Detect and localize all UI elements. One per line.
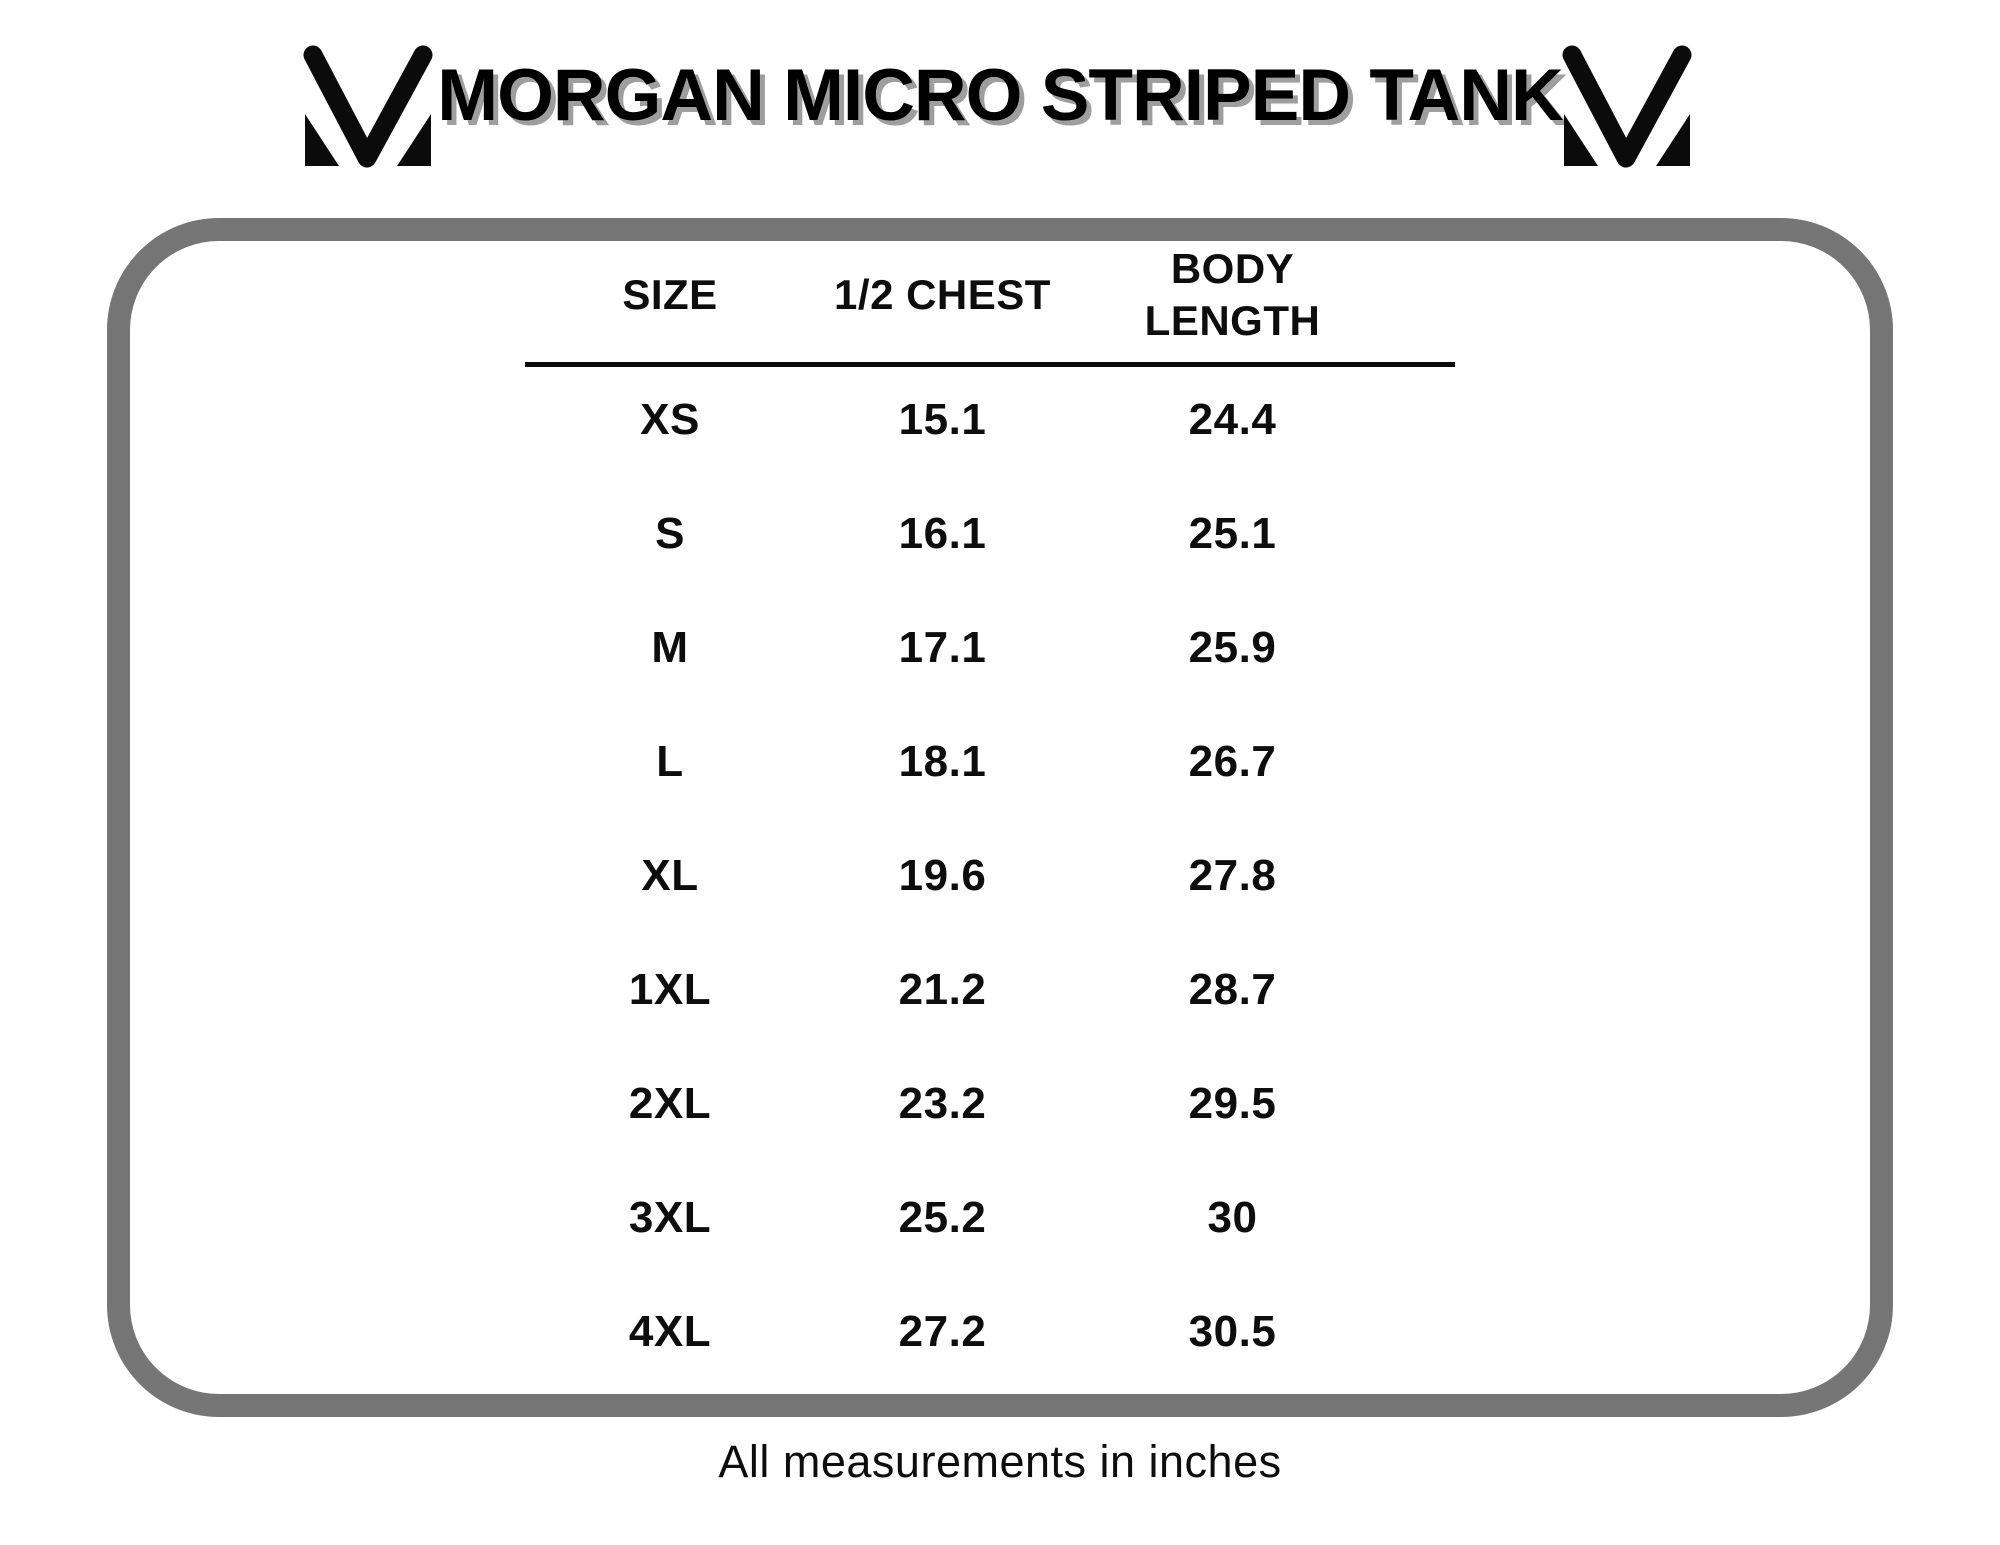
body-length-cell: 29.5	[1188, 1079, 1277, 1128]
header-divider-line	[525, 362, 1455, 367]
table-row: 1XL 21.2 28.7	[525, 933, 1395, 1047]
body-length-cell: 30	[1207, 1193, 1258, 1242]
body-length-cell: 26.7	[1188, 737, 1277, 786]
half-chest-cell: 23.2	[898, 1079, 987, 1128]
half-chest-cell: 15.1	[898, 395, 987, 444]
size-chart-body: XS 15.1 24.4 S 16.1 25.1 M 17.1 25.9 L 1…	[525, 363, 1395, 1389]
table-row: 2XL 23.2 29.5	[525, 1047, 1395, 1161]
body-length-cell: 27.8	[1188, 851, 1277, 900]
table-row: 4XL 27.2 30.5	[525, 1275, 1395, 1389]
column-header-body-length: BODY LENGTH	[1144, 244, 1321, 345]
table-row: M 17.1 25.9	[525, 591, 1395, 705]
size-cell: 3XL	[628, 1193, 712, 1242]
brand-monogram-icon	[303, 45, 433, 170]
body-length-cell: 25.9	[1188, 623, 1277, 672]
size-cell: L	[656, 737, 684, 786]
table-row: 3XL 25.2 30	[525, 1161, 1395, 1275]
measurements-note: All measurements in inches	[718, 1436, 1282, 1487]
half-chest-cell: 21.2	[898, 965, 987, 1014]
table-row: L 18.1 26.7	[525, 705, 1395, 819]
body-length-cell: 28.7	[1188, 965, 1277, 1014]
size-chart-panel	[107, 218, 1893, 1417]
size-cell: M	[651, 623, 689, 672]
half-chest-cell: 18.1	[898, 737, 987, 786]
size-cell: 2XL	[628, 1079, 712, 1128]
size-chart-header-row: SIZE 1/2 CHEST BODY LENGTH	[525, 232, 1395, 358]
table-row: S 16.1 25.1	[525, 477, 1395, 591]
table-row: XL 19.6 27.8	[525, 819, 1395, 933]
column-header-size: SIZE	[622, 270, 718, 318]
size-cell: S	[655, 509, 685, 558]
body-length-cell: 30.5	[1188, 1307, 1277, 1356]
body-length-cell: 24.4	[1188, 395, 1277, 444]
half-chest-cell: 19.6	[898, 851, 987, 900]
page-title: MORGAN MICRO STRIPED TANK	[437, 55, 1563, 136]
size-cell: 1XL	[628, 965, 712, 1014]
size-cell: XL	[641, 851, 699, 900]
brand-monogram-icon	[1562, 45, 1692, 170]
size-cell: XS	[640, 395, 700, 444]
half-chest-cell: 16.1	[898, 509, 987, 558]
column-header-half-chest: 1/2 CHEST	[834, 270, 1051, 318]
half-chest-cell: 27.2	[898, 1307, 987, 1356]
size-cell: 4XL	[628, 1307, 712, 1356]
table-row: XS 15.1 24.4	[525, 363, 1395, 477]
body-length-cell: 25.1	[1188, 509, 1277, 558]
half-chest-cell: 25.2	[898, 1193, 987, 1242]
half-chest-cell: 17.1	[898, 623, 987, 672]
